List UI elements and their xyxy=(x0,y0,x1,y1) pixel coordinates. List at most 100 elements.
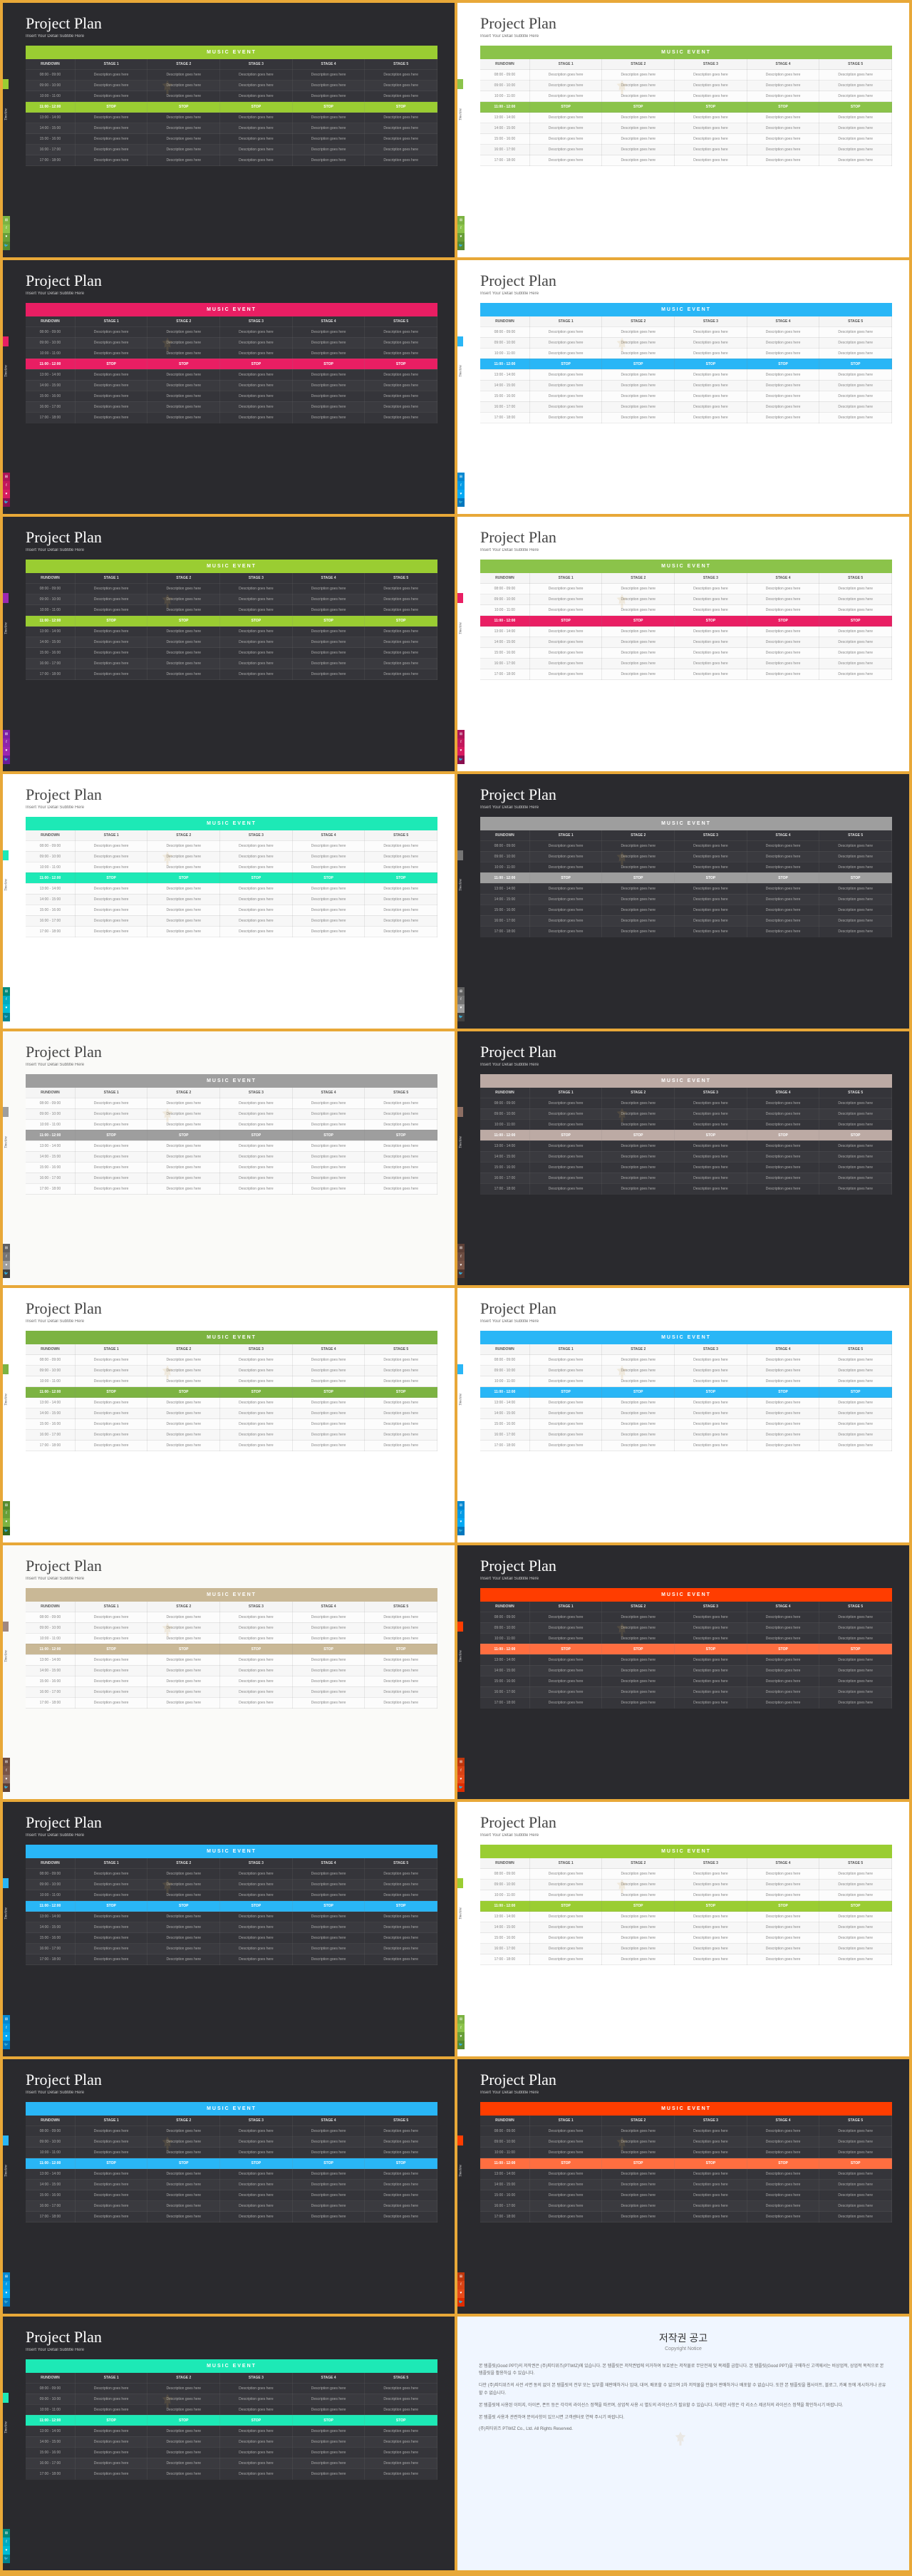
social-icon[interactable]: ⊞ xyxy=(3,216,10,225)
social-icon[interactable]: 🐦 xyxy=(3,2298,10,2307)
social-icon[interactable]: 🐦 xyxy=(457,756,465,764)
social-icon[interactable]: ⊞ xyxy=(3,2015,10,2024)
social-icon[interactable]: 🐦 xyxy=(457,1783,465,1792)
social-icon[interactable]: ⊞ xyxy=(3,1758,10,1766)
social-icon[interactable]: ♥ xyxy=(3,1518,10,1527)
social-icon[interactable]: 🐦 xyxy=(457,242,465,250)
social-icon[interactable]: 🐦 xyxy=(3,2041,10,2049)
social-icon[interactable]: 🐦 xyxy=(3,756,10,764)
social-icon[interactable]: 🐦 xyxy=(3,1527,10,1535)
social-icon[interactable]: f xyxy=(3,1766,10,1775)
social-icon[interactable]: ♥ xyxy=(457,2032,465,2041)
social-icon[interactable]: ♥ xyxy=(3,2546,10,2555)
social-icon[interactable]: ⊞ xyxy=(3,987,10,996)
social-icon[interactable]: ⊞ xyxy=(457,2015,465,2024)
stage-cell: Description goes here xyxy=(147,894,220,905)
social-icon[interactable]: ⊞ xyxy=(3,1501,10,1510)
stage-cell: Description goes here xyxy=(292,2180,365,2190)
social-icon[interactable]: f xyxy=(3,996,10,1004)
social-icon[interactable]: 🐦 xyxy=(457,2041,465,2049)
social-icon[interactable]: ⊞ xyxy=(457,2272,465,2281)
social-icon[interactable]: 🐦 xyxy=(457,498,465,507)
social-icon[interactable]: f xyxy=(457,1252,465,1261)
social-icon[interactable]: 🐦 xyxy=(457,1013,465,1021)
stage-cell: Description goes here xyxy=(365,1944,437,1954)
social-icon[interactable]: f xyxy=(457,2024,465,2032)
stage-cell: Description goes here xyxy=(220,369,293,380)
social-icon[interactable]: ⊞ xyxy=(3,2272,10,2281)
social-icon[interactable]: f xyxy=(457,1766,465,1775)
social-icon[interactable]: f xyxy=(457,481,465,490)
social-icon[interactable]: ♥ xyxy=(457,1261,465,1269)
stage-cell: STOP xyxy=(75,1901,147,1912)
social-icon[interactable]: ♥ xyxy=(457,1775,465,1783)
stage-cell: Description goes here xyxy=(147,1098,220,1108)
table-header: STAGE 4 xyxy=(292,1088,365,1098)
social-icon[interactable]: 🐦 xyxy=(457,1269,465,1278)
social-icon[interactable]: f xyxy=(3,2024,10,2032)
time-cell: 16:00 - 17:00 xyxy=(26,2201,75,2212)
social-icon[interactable]: f xyxy=(457,738,465,747)
social-icon[interactable]: ♥ xyxy=(457,1004,465,1013)
stage-cell: Description goes here xyxy=(147,391,220,401)
social-icon[interactable]: f xyxy=(457,996,465,1004)
social-icon[interactable]: ♥ xyxy=(457,233,465,242)
social-icon[interactable]: ♥ xyxy=(3,1775,10,1783)
stage-cell: Description goes here xyxy=(292,2458,365,2468)
stage-cell: Description goes here xyxy=(529,2169,602,2180)
social-icon[interactable]: ⊞ xyxy=(3,2529,10,2538)
table-header: STAGE 4 xyxy=(747,1858,819,1869)
social-icon[interactable]: 🐦 xyxy=(3,242,10,250)
social-icon[interactable]: f xyxy=(3,2281,10,2289)
social-icon[interactable]: ♥ xyxy=(3,747,10,756)
schedule-table-wrap: RUNDOWNSTAGE 1STAGE 2STAGE 3STAGE 4STAGE… xyxy=(480,573,892,680)
social-icon[interactable]: ♥ xyxy=(457,490,465,498)
social-icon[interactable]: 🐦 xyxy=(3,1783,10,1792)
social-icon[interactable]: f xyxy=(3,1252,10,1261)
stage-cell: Description goes here xyxy=(220,862,293,872)
social-icon[interactable]: f xyxy=(3,738,10,747)
social-icon[interactable]: ♥ xyxy=(3,1261,10,1269)
social-icon[interactable]: 🐦 xyxy=(3,498,10,507)
social-icon[interactable]: f xyxy=(457,225,465,233)
social-icon[interactable]: 🐦 xyxy=(3,2555,10,2563)
social-icon[interactable]: ♥ xyxy=(3,233,10,242)
social-icon[interactable]: 🐦 xyxy=(3,1013,10,1021)
schedule-table: RUNDOWNSTAGE 1STAGE 2STAGE 3STAGE 4STAGE… xyxy=(480,316,892,423)
stage-cell: Description goes here xyxy=(819,659,892,669)
social-icon[interactable]: ♥ xyxy=(457,747,465,756)
social-icon[interactable]: ♥ xyxy=(3,1004,10,1013)
social-icon[interactable]: 🐦 xyxy=(457,1527,465,1535)
social-icon[interactable]: ⊞ xyxy=(457,1244,465,1252)
social-icon[interactable]: f xyxy=(3,225,10,233)
social-icon[interactable]: ⊞ xyxy=(3,1244,10,1252)
social-icon[interactable]: 🐦 xyxy=(457,2298,465,2307)
time-cell: 09:00 - 10:00 xyxy=(26,594,75,605)
social-icon[interactable]: 🐦 xyxy=(3,1269,10,1278)
social-icon[interactable]: ⊞ xyxy=(457,216,465,225)
table-header: STAGE 3 xyxy=(675,2116,747,2126)
social-icon[interactable]: f xyxy=(457,1510,465,1518)
social-icon[interactable]: ♥ xyxy=(457,2289,465,2298)
social-icon[interactable]: ⊞ xyxy=(457,987,465,996)
table-row: 09:00 - 10:00Description goes hereDescri… xyxy=(480,594,892,605)
social-icon[interactable]: ♥ xyxy=(457,1518,465,1527)
social-icon[interactable]: f xyxy=(457,2281,465,2289)
stage-cell: STOP xyxy=(602,102,675,113)
social-icon[interactable]: f xyxy=(3,2538,10,2546)
table-row: 11:00 - 12:00STOPSTOPSTOPSTOPSTOP xyxy=(480,1901,892,1912)
stage-cell: Description goes here xyxy=(602,1183,675,1194)
social-icon[interactable]: ⊞ xyxy=(3,473,10,481)
social-icon[interactable]: ⊞ xyxy=(3,730,10,738)
social-icon[interactable]: ♥ xyxy=(3,2032,10,2041)
social-icon[interactable]: ⊞ xyxy=(457,473,465,481)
social-icon[interactable]: ⊞ xyxy=(457,730,465,738)
social-icon[interactable]: ♥ xyxy=(3,490,10,498)
watermark-badge-icon xyxy=(161,850,174,867)
stage-cell: Description goes here xyxy=(747,326,819,337)
social-icon[interactable]: f xyxy=(3,481,10,490)
social-icon[interactable]: ⊞ xyxy=(457,1501,465,1510)
social-icon[interactable]: f xyxy=(3,1510,10,1518)
social-icon[interactable]: ⊞ xyxy=(457,1758,465,1766)
social-icon[interactable]: ♥ xyxy=(3,2289,10,2298)
